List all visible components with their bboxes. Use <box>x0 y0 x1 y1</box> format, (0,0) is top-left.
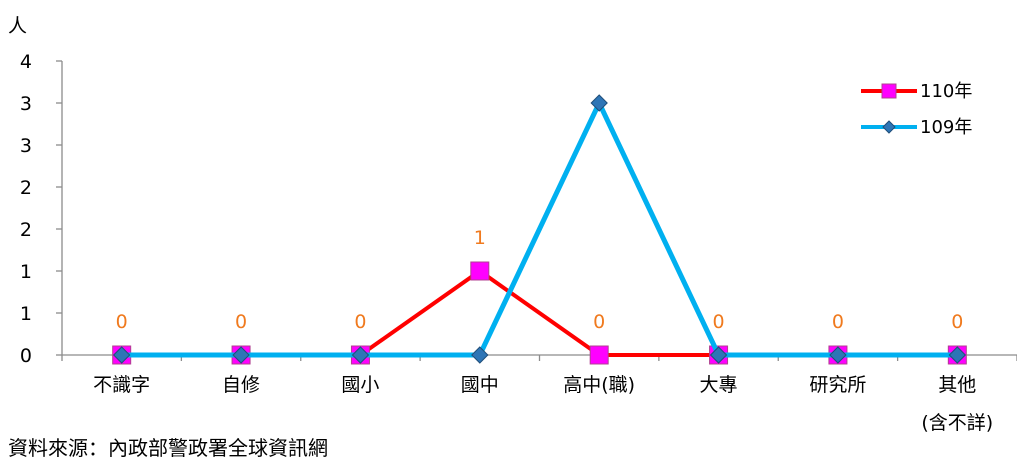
x-tick-label: 國小 <box>341 374 379 396</box>
x-tick-label: 不識字 <box>93 374 150 396</box>
data-point <box>829 346 847 364</box>
y-tick-label: 2 <box>20 219 32 241</box>
source-note: 資料來源：內政部警政署全球資訊網 <box>8 436 328 460</box>
data-label: 0 <box>713 311 725 333</box>
x-tick-label: 國中 <box>461 374 499 396</box>
legend-item: 109年 <box>861 117 972 138</box>
x-axis: 不識字 自修 國小 國中 高中(職) 大專 研究所 其他 (含不詳) <box>61 354 1017 434</box>
x-tick-label: 自修 <box>222 374 260 396</box>
series-layer <box>112 94 967 365</box>
y-tick-label: 3 <box>20 135 32 157</box>
data-point <box>709 346 728 364</box>
data-point <box>471 346 489 364</box>
x-tick-label: 大專 <box>700 374 738 396</box>
y-axis: 0 1 1 2 2 3 3 4 <box>20 51 63 367</box>
data-label: 0 <box>951 311 963 333</box>
legend-label: 110年 <box>920 81 972 102</box>
data-point <box>948 346 967 364</box>
x-tick-label: 其他 <box>938 374 976 396</box>
legend: 110年 109年 <box>861 81 972 138</box>
y-tick-label: 0 <box>20 345 32 367</box>
data-point <box>232 346 250 364</box>
data-point <box>470 261 490 281</box>
series-line <box>121 97 958 358</box>
y-tick-label: 1 <box>20 261 32 283</box>
legend-item: 110年 <box>861 81 972 102</box>
x-tick-label: 研究所 <box>809 374 866 396</box>
data-labels: 0 0 0 1 0 0 0 0 <box>116 227 964 333</box>
y-tick-label: 3 <box>20 93 32 115</box>
legend-marker <box>881 83 897 99</box>
data-point <box>590 94 608 112</box>
legend-label: 109年 <box>920 117 972 138</box>
data-point <box>351 346 370 364</box>
data-point <box>589 345 609 365</box>
data-label: 0 <box>832 311 844 333</box>
legend-marker <box>882 120 896 134</box>
y-tick-label: 4 <box>20 51 32 73</box>
data-label: 0 <box>235 311 247 333</box>
series-2 <box>112 94 967 364</box>
y-tick-label: 2 <box>20 177 32 199</box>
x-tick-label: 高中(職) <box>563 374 635 396</box>
data-point <box>112 346 131 364</box>
y-axis-unit-label: 人 <box>8 15 27 37</box>
x-tick-label: (含不詳) <box>921 412 993 434</box>
data-label: 0 <box>593 311 605 333</box>
data-label: 1 <box>474 227 486 249</box>
y-tick-label: 1 <box>20 303 32 325</box>
data-label: 0 <box>116 311 128 333</box>
data-label: 0 <box>354 311 366 333</box>
